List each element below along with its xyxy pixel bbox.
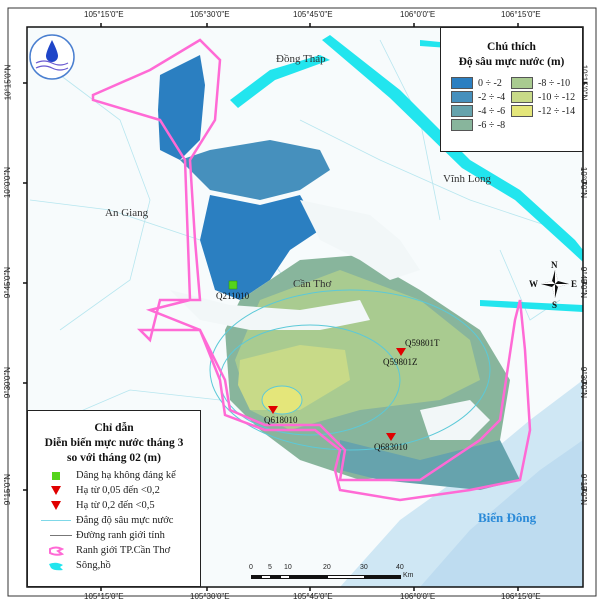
red-triangle-icon (51, 486, 61, 495)
station-label: Q683010 (374, 442, 408, 452)
compass-rose (541, 270, 569, 298)
swatch (511, 105, 533, 117)
label: 0 ÷ -2 (478, 77, 502, 89)
label: -2 ÷ -4 (478, 91, 506, 103)
depth-class: 0 ÷ -2 (451, 76, 511, 90)
swatch (511, 77, 533, 89)
label: Đẳng độ sâu mực nước (76, 515, 174, 526)
lon-tick: 105°30'0"E (190, 592, 230, 601)
swatch (451, 105, 473, 117)
scale-tick: 20 (323, 564, 331, 571)
swatch (451, 119, 473, 131)
compass-s: S (552, 300, 558, 310)
swatch (451, 91, 473, 103)
agency-logo (29, 34, 75, 80)
guide-legend-subtitle: Diễn biến mực nước tháng 3 (44, 437, 184, 449)
depth-legend: Chú thích Độ sâu mực nước (m) 0 ÷ -2 -2 … (440, 27, 583, 152)
label: Dâng hạ không đáng kể (76, 470, 176, 481)
station-label: Q618010 (264, 415, 298, 425)
depth-class: -10 ÷ -12 (511, 90, 575, 104)
place-label-vinh-long: Vĩnh Long (443, 173, 491, 185)
depth-legend-title: Chú thích (487, 41, 536, 53)
place-label-an-giang: An Giang (105, 207, 149, 219)
scale-tick: 40 (396, 564, 404, 571)
cyan-fill-icon (49, 562, 63, 570)
legend-item-city-boundary: Ranh giới TP.Cần Thơ (36, 543, 200, 558)
label: -6 ÷ -8 (478, 119, 506, 131)
lon-tick: 105°30'0"E (190, 10, 230, 19)
label: Hạ từ 0,05 đến <0,2 (76, 485, 160, 496)
lat-tick: 9°30'0"N (3, 366, 13, 399)
lat-tick: 9°45'0"N (3, 266, 13, 299)
pink-outline-icon (49, 546, 64, 556)
label: -4 ÷ -6 (478, 105, 506, 117)
label: Sông,hồ (76, 560, 111, 571)
lat-tick: 10°0'0"N (579, 166, 589, 199)
station-marker-q618010 (268, 406, 278, 414)
legend-item-isoline: Đẳng độ sâu mực nước (36, 513, 200, 528)
scale-tick: 5 (268, 564, 272, 571)
compass-e: E (571, 279, 578, 289)
station-marker-q59801 (396, 348, 406, 356)
lon-tick: 105°15'0"E (84, 10, 124, 19)
lat-tick: 9°15'0"N (579, 473, 589, 506)
depth-class: -6 ÷ -8 (451, 118, 511, 132)
guide-legend: Chỉ dẫn Diễn biến mực nước tháng 3 so vớ… (27, 410, 201, 587)
green-square-icon (52, 471, 60, 480)
lon-tick: 105°45'0"E (293, 10, 333, 19)
can-tho-boundary (91, 38, 532, 502)
scale-tick: 10 (284, 564, 292, 571)
cyan-line-icon (41, 519, 71, 522)
legend-item-small-drop: Hạ từ 0,05 đến <0,2 (36, 483, 200, 498)
label: Đường ranh giới tỉnh (76, 530, 165, 541)
lon-tick: 106°15'0"E (501, 592, 541, 601)
station-label: Q59801T (405, 338, 440, 348)
lon-tick: 106°0'0"E (400, 10, 436, 19)
red-triangle-icon (51, 501, 61, 510)
scale-tick: 0 (249, 564, 253, 571)
depth-legend-subtitle: Độ sâu mực nước (m) (458, 56, 565, 68)
lat-tick: 10°15'0"N (3, 64, 13, 101)
place-label-dong-thap: Đồng Tháp (276, 53, 326, 65)
lat-tick: 9°45'0"N (579, 266, 589, 299)
swatch (451, 77, 473, 89)
label: -12 ÷ -14 (538, 105, 576, 117)
station-marker-q683010 (386, 433, 396, 441)
lat-tick: 10°0'0"N (3, 166, 13, 199)
guide-legend-title: Chỉ dẫn (94, 422, 134, 434)
station-label: Q59801Z (383, 357, 418, 367)
scale-tick: 30 (360, 564, 368, 571)
scale-unit: Km (403, 572, 414, 579)
guide-legend-subtitle2: so với tháng 02 (m) (67, 452, 161, 464)
depth-class: -12 ÷ -14 (511, 104, 575, 118)
compass-w: W (529, 279, 538, 289)
label: -8 ÷ -10 (538, 77, 571, 89)
depth-class: -4 ÷ -6 (451, 104, 511, 118)
legend-item-no-change: Dâng hạ không đáng kể (36, 468, 200, 483)
label: Hạ từ 0,2 đến <0,5 (76, 500, 155, 511)
lon-tick: 105°45'0"E (293, 592, 333, 601)
place-label-bien-dong: Biển Đông (478, 510, 537, 525)
legend-item-rivers: Sông,hồ (36, 558, 200, 573)
depth-class: -2 ÷ -4 (451, 90, 511, 104)
station-marker-q211010 (228, 280, 238, 290)
swatch (511, 91, 533, 103)
legend-item-province-boundary: Đường ranh giới tỉnh (36, 528, 200, 543)
lon-tick: 106°0'0"E (400, 592, 436, 601)
label: Ranh giới TP.Cần Thơ (76, 545, 171, 556)
lat-tick: 9°15'0"N (3, 473, 13, 506)
lat-tick: 9°30'0"N (579, 366, 589, 399)
place-label-can-tho: Cần Thơ (293, 278, 332, 290)
compass-n: N (551, 260, 558, 270)
scale-bar (251, 575, 401, 579)
label: -10 ÷ -12 (538, 91, 576, 103)
lon-tick: 105°15'0"E (84, 592, 124, 601)
depth-zone-0-2-central (200, 195, 320, 300)
depth-class: -8 ÷ -10 (511, 76, 575, 90)
station-label: Q211010 (216, 291, 250, 301)
lon-tick: 106°15'0"E (501, 10, 541, 19)
gray-line-icon (50, 535, 72, 536)
legend-item-large-drop: Hạ từ 0,2 đến <0,5 (36, 498, 200, 513)
